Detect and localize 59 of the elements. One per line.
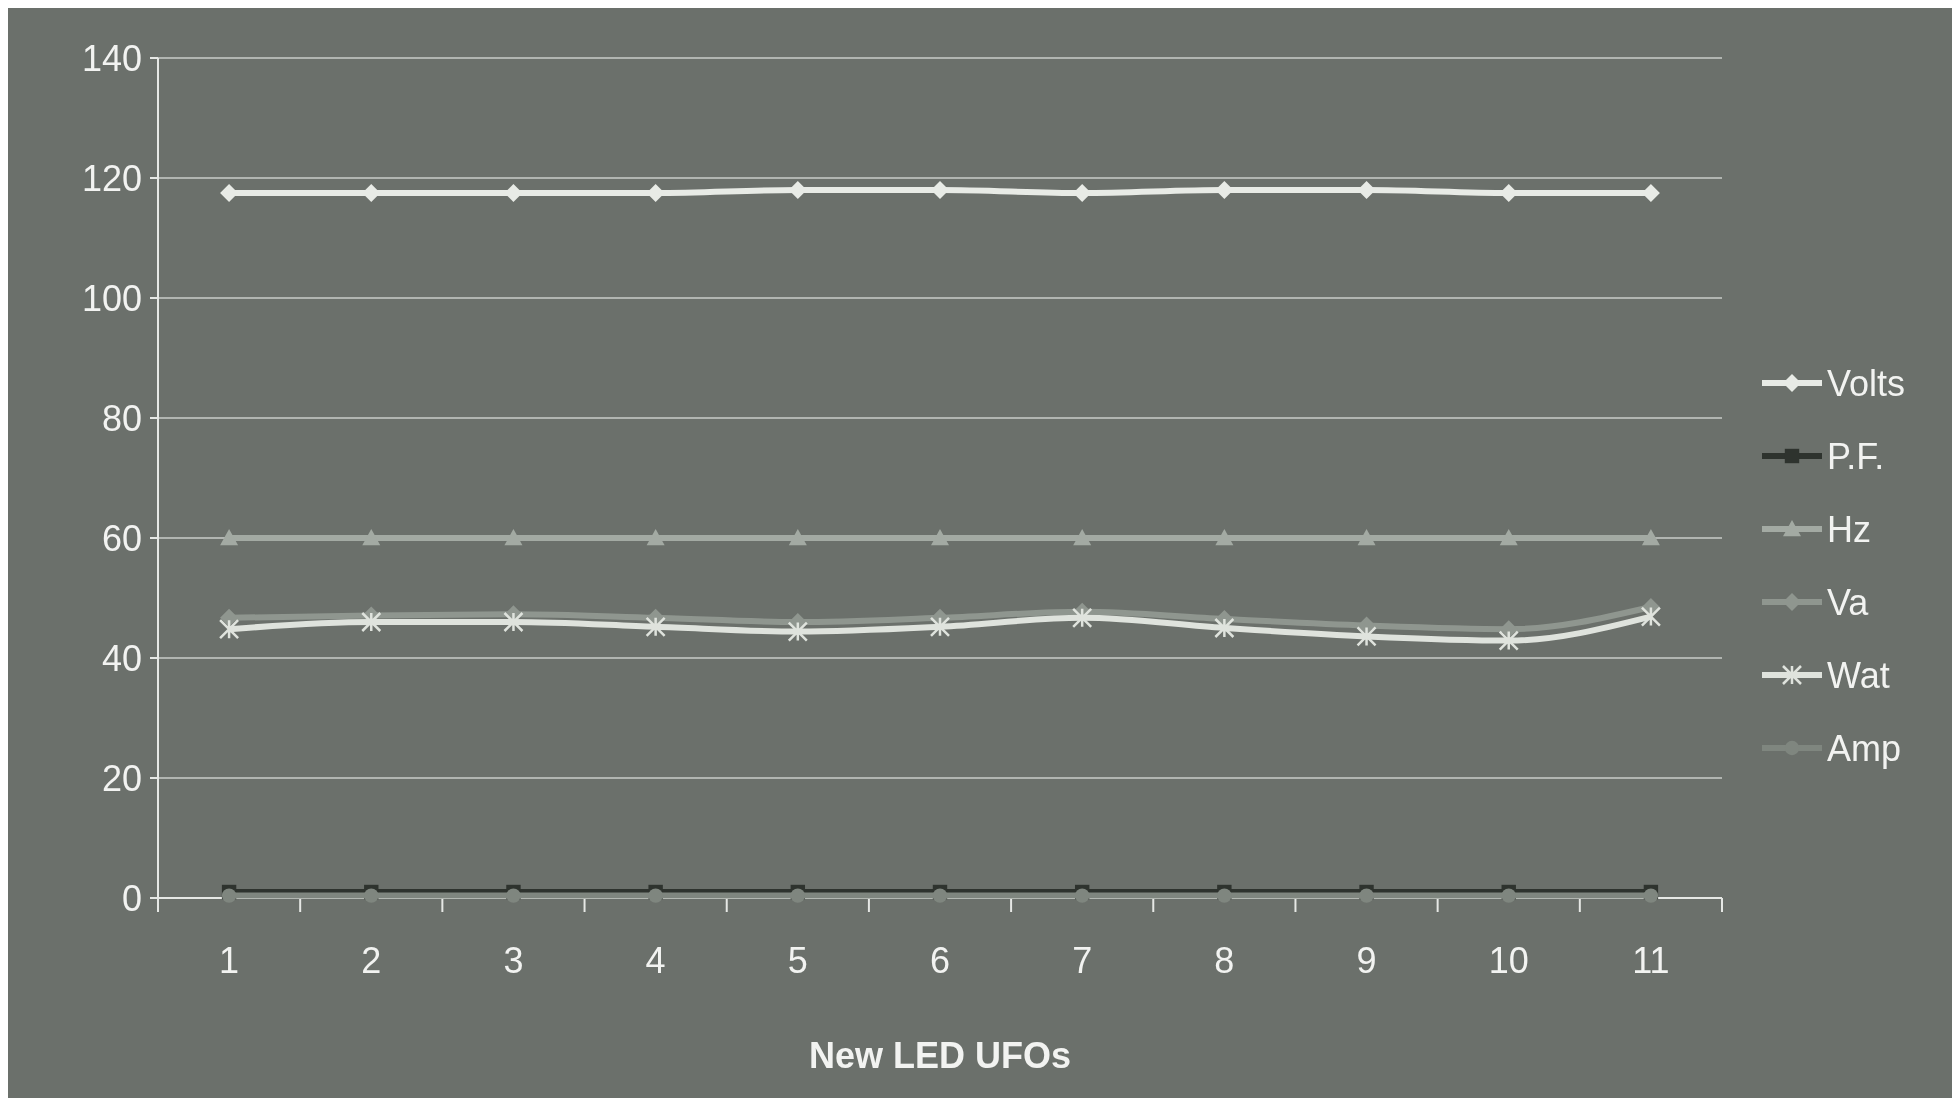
point (646, 529, 665, 546)
point (1074, 888, 1090, 903)
point (931, 529, 949, 546)
point (1073, 529, 1092, 546)
point (1359, 888, 1374, 903)
point (1217, 888, 1232, 903)
x-tick-label: 3 (503, 940, 524, 981)
x-tick-label: 11 (1632, 940, 1670, 981)
y-tick-label: 60 (101, 517, 142, 559)
point (221, 888, 237, 903)
y-tick-label: 0 (121, 877, 142, 919)
point (1356, 626, 1377, 647)
point (648, 888, 663, 903)
x-axis-title: New LED UFOs (808, 1035, 1072, 1076)
point (1643, 888, 1659, 903)
x-tick-label: 10 (1488, 940, 1529, 981)
legend-label: Amp (1827, 727, 1902, 769)
point (929, 616, 951, 638)
point (361, 611, 382, 633)
x-tick-label: 1 (219, 940, 240, 981)
point (790, 888, 806, 903)
point (220, 529, 239, 546)
point (1214, 617, 1235, 639)
point (1640, 606, 1662, 627)
legend-label: Va (1827, 581, 1870, 623)
point (645, 616, 666, 638)
point (1498, 630, 1519, 651)
point (506, 888, 521, 903)
x-tick-label: 7 (1072, 940, 1093, 981)
point (1641, 529, 1660, 546)
x-tick-label: 9 (1356, 940, 1377, 981)
y-tick-label: 40 (101, 637, 142, 679)
point (1071, 607, 1093, 629)
x-tick-label: 8 (1214, 940, 1235, 981)
x-tick-label: 4 (645, 940, 666, 981)
y-tick-label: 120 (81, 157, 142, 199)
legend-label: Wat (1827, 654, 1890, 696)
point (504, 529, 523, 546)
point (364, 888, 379, 903)
point (932, 888, 948, 903)
y-tick-label: 100 (81, 277, 142, 319)
point (362, 529, 381, 546)
point (218, 618, 240, 640)
point (503, 611, 524, 633)
x-tick-label: 2 (361, 940, 382, 981)
legend-label: Hz (1827, 508, 1871, 550)
y-tick-label: 140 (81, 37, 142, 79)
y-tick-label: 20 (101, 757, 142, 799)
y-tick-label: 80 (101, 397, 142, 439)
point (787, 621, 809, 642)
x-tick-label: 5 (787, 940, 808, 981)
legend-label: Volts (1827, 362, 1906, 404)
point (1215, 529, 1234, 546)
x-tick-label: 6 (929, 940, 951, 981)
point (788, 529, 807, 546)
point (1357, 529, 1376, 546)
legend-label: P.F. (1827, 435, 1885, 477)
point (1499, 529, 1518, 546)
point (1501, 888, 1516, 903)
